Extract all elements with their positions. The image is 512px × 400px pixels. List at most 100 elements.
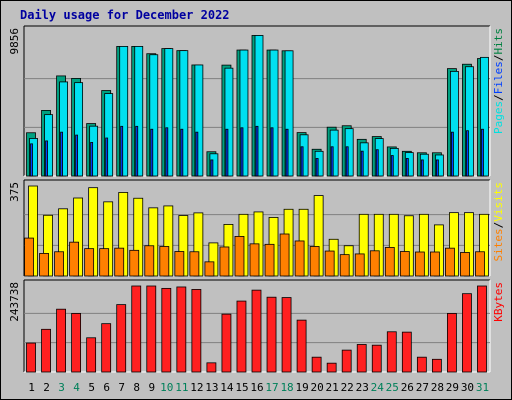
bar-sites <box>24 237 34 277</box>
day-label: 11 <box>175 381 188 394</box>
bar-pages <box>435 159 439 177</box>
bar-pages <box>285 128 289 177</box>
legend-entry: Sites <box>492 228 505 261</box>
day-label: 2 <box>43 381 50 394</box>
bar-sites <box>159 246 170 277</box>
legend-entry: KBytes <box>492 282 505 322</box>
day-label: 6 <box>103 381 110 394</box>
day-label: 25 <box>386 381 399 394</box>
legend-kbytes: KBytes <box>492 282 505 322</box>
bar-files <box>29 138 38 177</box>
legend-visits: Sites/Visits <box>492 182 505 262</box>
bar-files <box>254 35 264 177</box>
bar-files <box>314 150 324 177</box>
bar-files <box>149 54 159 177</box>
bar-sites <box>129 249 140 277</box>
bar-pages <box>345 146 349 177</box>
bar-pages <box>45 140 48 177</box>
day-label: 1 <box>28 381 35 394</box>
bar-kbytes <box>296 319 307 373</box>
day-label: 8 <box>133 381 140 394</box>
bar-sites <box>189 251 200 277</box>
bar-kbytes <box>386 331 397 373</box>
day-label: 9 <box>148 381 155 394</box>
day-label: 28 <box>431 381 444 394</box>
bar-sites <box>264 243 275 277</box>
day-label: 20 <box>311 381 324 394</box>
legend-entry: / <box>492 222 505 229</box>
bar-pages <box>135 125 139 177</box>
day-label: 7 <box>118 381 125 394</box>
bar-pages <box>420 159 424 177</box>
legend-entry: / <box>492 94 505 101</box>
bar-pages <box>165 127 169 177</box>
y-max-label: 243738 <box>8 282 21 322</box>
day-label: 21 <box>326 381 339 394</box>
bar-files <box>179 50 189 177</box>
legend-entry: Hits <box>492 28 505 55</box>
day-label: 17 <box>265 381 278 394</box>
bar-kbytes <box>131 285 142 373</box>
bar-kbytes <box>206 362 217 373</box>
bar-pages <box>225 128 229 177</box>
bar-files <box>480 56 489 177</box>
bar-kbytes <box>86 337 97 373</box>
day-label: 16 <box>250 381 263 394</box>
bar-pages <box>315 158 319 177</box>
bar-files <box>74 82 84 177</box>
bar-pages <box>405 158 409 177</box>
bar-kbytes <box>326 362 337 373</box>
day-label: 15 <box>235 381 248 394</box>
bar-pages <box>150 128 154 177</box>
legend-entry: Pages <box>492 101 505 134</box>
bar-kbytes <box>236 300 247 373</box>
legend-hits: Pages/Files/Hits <box>492 28 505 134</box>
day-label: 3 <box>58 381 65 394</box>
bar-files <box>434 154 444 177</box>
bar-files <box>269 49 279 177</box>
bar-sites <box>39 253 49 277</box>
bar-kbytes <box>176 286 187 373</box>
panel-visits: 375 Sites/Visits <box>8 179 505 277</box>
bar-pages <box>300 146 304 177</box>
bar-sites <box>219 246 230 277</box>
bar-pages <box>330 146 334 177</box>
bar-pages <box>390 155 394 177</box>
legend-entry: Visits <box>492 182 505 222</box>
bar-pages <box>180 128 184 177</box>
bar-sites <box>354 253 365 277</box>
day-label: 24 <box>371 381 385 394</box>
bar-sites <box>309 246 320 277</box>
bar-kbytes <box>251 289 262 373</box>
bar-kbytes <box>416 356 427 373</box>
bar-sites <box>324 250 335 277</box>
bar-sites <box>369 250 380 277</box>
legend-entry: / <box>492 55 505 62</box>
bar-pages <box>375 149 379 177</box>
bar-files <box>389 147 399 177</box>
bar-files <box>209 153 219 177</box>
day-label: 4 <box>73 381 80 394</box>
bar-kbytes <box>266 296 277 373</box>
bar-sites <box>384 247 395 277</box>
bar-sites <box>279 233 290 277</box>
panel-kbytes: 243738 KBytes <box>8 279 505 373</box>
bar-pages <box>30 143 33 177</box>
bar-sites <box>249 243 260 277</box>
day-label: 14 <box>220 381 234 394</box>
bar-kbytes <box>26 342 36 373</box>
bar-pages <box>481 128 484 177</box>
y-max-label: 9856 <box>8 28 21 55</box>
day-label: 29 <box>446 381 459 394</box>
bar-kbytes <box>281 297 292 373</box>
bar-pages <box>360 150 364 177</box>
day-label: 30 <box>461 381 474 394</box>
bar-kbytes <box>447 313 457 373</box>
day-label: 12 <box>190 381 203 394</box>
day-label: 5 <box>88 381 95 394</box>
bar-pages <box>105 137 109 177</box>
bar-kbytes <box>462 293 472 373</box>
bar-pages <box>120 125 124 177</box>
bar-kbytes <box>477 285 487 373</box>
